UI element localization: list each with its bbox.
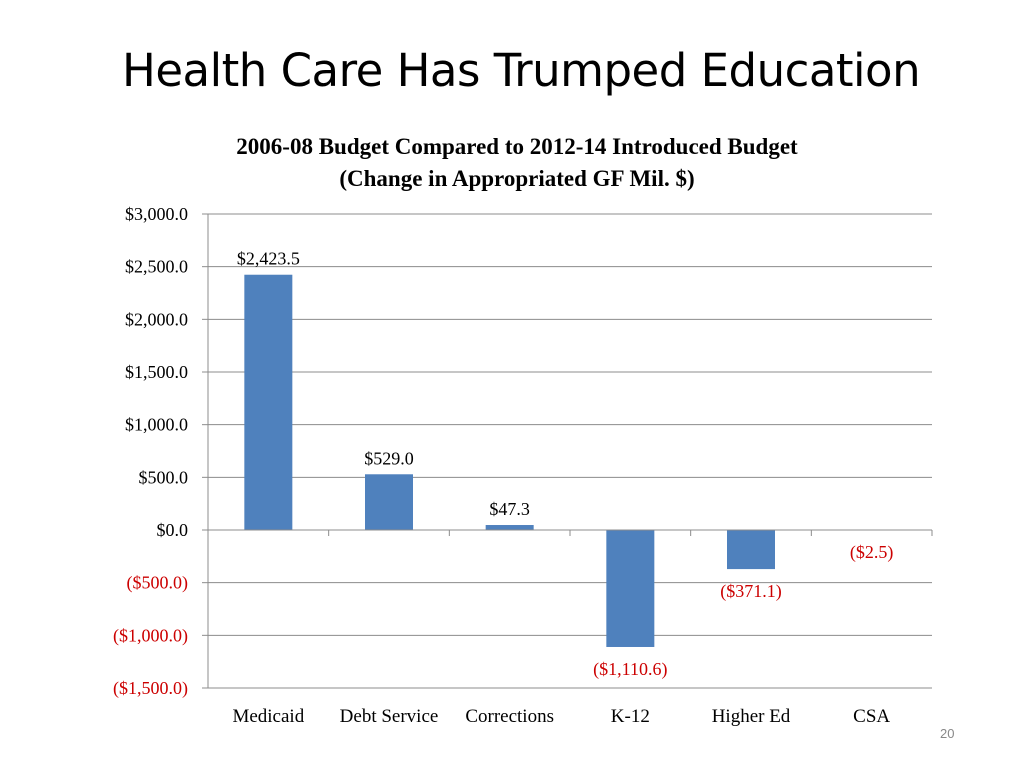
category-label: Medicaid (232, 706, 304, 727)
bar-debt-service (365, 474, 413, 530)
slide-title: Health Care Has Trumped Education (122, 44, 921, 97)
y-tick-label: ($1,500.0) (113, 678, 188, 699)
y-tick-label: $1,500.0 (125, 362, 188, 382)
y-tick-label: ($1,000.0) (113, 625, 188, 646)
data-label: ($2.5) (850, 542, 894, 563)
y-tick-label: ($500.0) (127, 573, 189, 594)
bar-corrections (485, 525, 534, 530)
bar-higher-ed (727, 530, 775, 570)
page-number: 20 (940, 726, 955, 741)
y-tick-label: $1,000.0 (125, 415, 188, 435)
y-tick-label: $2,500.0 (125, 257, 188, 277)
category-label: Debt Service (340, 706, 439, 727)
category-label: CSA (853, 706, 890, 727)
y-tick-label: $500.0 (139, 467, 189, 487)
bar-k-12 (606, 530, 655, 647)
data-label: ($371.1) (720, 581, 782, 602)
category-label: Higher Ed (712, 706, 791, 727)
data-label: ($1,110.6) (593, 659, 667, 680)
category-label: Corrections (465, 706, 554, 727)
y-tick-label: $3,000.0 (125, 204, 188, 224)
chart-subtitle: (Change in Appropriated GF Mil. $) (339, 166, 695, 191)
y-tick-label: $0.0 (157, 520, 189, 540)
category-label: K-12 (611, 706, 650, 727)
data-label: $2,423.5 (237, 249, 300, 269)
chart-title: 2006-08 Budget Compared to 2012-14 Intro… (236, 134, 798, 159)
y-tick-label: $2,000.0 (125, 309, 188, 329)
data-label: $529.0 (364, 448, 414, 468)
data-label: $47.3 (489, 499, 530, 519)
bar-medicaid (244, 274, 293, 530)
